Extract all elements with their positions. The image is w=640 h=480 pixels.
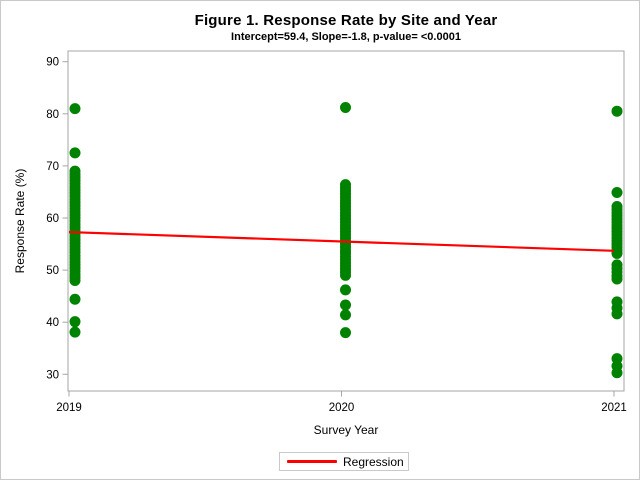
y-axis-title: Response Rate (%) <box>13 168 27 274</box>
y-tick-label: 80 <box>46 109 59 121</box>
y-tick-label: 40 <box>46 317 59 329</box>
scatter-point <box>69 326 81 338</box>
scatter-point <box>69 293 81 305</box>
regression-line-swatch <box>287 460 337 463</box>
scatter-point <box>340 284 351 296</box>
scatter-point <box>340 299 351 311</box>
chart-title: Figure 1. Response Rate by Site and Year <box>194 12 498 29</box>
scatter-point <box>340 102 351 114</box>
y-tick-label: 60 <box>46 213 59 225</box>
scatter-point <box>340 309 351 321</box>
x-tick-label: 2020 <box>329 402 355 414</box>
y-tick-label: 30 <box>46 369 59 381</box>
scatter-point <box>69 147 81 159</box>
scatter-point <box>611 308 623 320</box>
x-tick-label: 2021 <box>601 402 627 414</box>
scatter-point <box>69 275 81 287</box>
scatter-point <box>69 316 81 328</box>
regression-line <box>68 230 615 252</box>
y-tick-label: 90 <box>46 57 59 69</box>
scatter-point <box>340 269 351 281</box>
chart-subtitle: Intercept=59.4, Slope=-1.8, p-value= <0.… <box>231 31 461 43</box>
y-tick-label: 70 <box>46 161 59 173</box>
scatter-point <box>611 186 623 198</box>
scatter-point <box>611 273 623 285</box>
x-tick-label: 2019 <box>56 402 82 414</box>
scatter-point <box>611 247 623 259</box>
scatter-point <box>611 105 623 117</box>
scatter-point <box>611 367 623 379</box>
y-tick-label: 50 <box>46 265 59 277</box>
legend-label: Regression <box>343 454 404 469</box>
scatter-point <box>340 327 351 339</box>
x-axis-title: Survey Year <box>313 423 379 437</box>
scatter-point <box>69 103 81 115</box>
legend-box: Regression <box>279 452 409 471</box>
